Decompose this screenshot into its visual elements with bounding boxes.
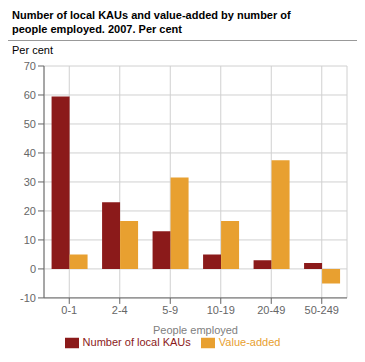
svg-text:20: 20 (24, 205, 36, 217)
svg-text:10-19: 10-19 (207, 304, 235, 316)
html-text:Number of local KAUs: Number of local KAUs (82, 335, 191, 348)
svg-text:60: 60 (24, 89, 36, 101)
html-text:Number of local KAUs and value: Number of local KAUs and value-added by … (12, 9, 291, 21)
svg-text:0-1: 0-1 (61, 304, 77, 316)
svg-text:40: 40 (24, 147, 36, 159)
svg-text:5-9: 5-9 (162, 304, 178, 316)
svg-text:70: 70 (24, 60, 36, 72)
html-text:people employed. 2007. Per cen: people employed. 2007. Per cent (12, 23, 182, 35)
html-text:Per cent: Per cent (12, 44, 53, 56)
svg-text:50-249: 50-249 (305, 304, 339, 316)
svg-text:0: 0 (30, 263, 36, 275)
svg-text:50: 50 (24, 118, 36, 130)
svg-text:People employed: People employed (153, 324, 238, 336)
svg-text:-10: -10 (20, 292, 36, 304)
svg-text:20-49: 20-49 (257, 304, 285, 316)
svg-text:2-4: 2-4 (112, 304, 128, 316)
svg-text:10: 10 (24, 234, 36, 246)
html-text:Value-added: Value-added (218, 335, 281, 348)
svg-text:30: 30 (24, 176, 36, 188)
